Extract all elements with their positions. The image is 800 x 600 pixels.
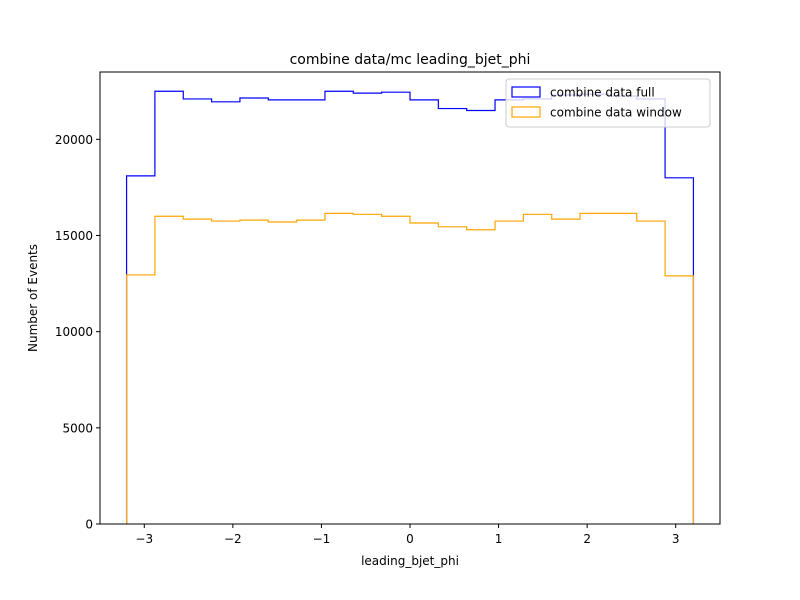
x-tick-label: 0 [406, 532, 414, 546]
x-tick-label: 1 [495, 532, 503, 546]
series-2-step-line [125, 212, 695, 524]
legend-swatch [511, 86, 541, 98]
y-tick-label: 20000 [55, 133, 93, 147]
y-axis-ticks: 0 5000 10000 15000 20000 [55, 133, 100, 532]
y-tick-label: 10000 [55, 325, 93, 339]
legend-swatch [511, 106, 541, 118]
legend-label: combine data window [550, 106, 682, 120]
legend-label: combine data full [550, 86, 655, 100]
y-tick-label: 5000 [62, 421, 93, 435]
legend: combine data full combine data window [505, 78, 711, 128]
x-tick-label: −3 [135, 532, 153, 546]
chart-title: combine data/mc leading_bjet_phi [290, 52, 531, 68]
x-tick-label: 2 [583, 532, 591, 546]
x-tick-label: 3 [672, 532, 680, 546]
legend-box [505, 78, 711, 128]
x-axis-ticks: −3 −2 −1 0 1 2 3 [135, 524, 680, 546]
x-axis-label: leading_bjet_phi [361, 554, 459, 568]
y-tick-label: 15000 [55, 229, 93, 243]
y-tick-label: 0 [85, 518, 93, 532]
y-axis-label: Number of Events [26, 244, 40, 352]
x-tick-label: −2 [224, 532, 242, 546]
x-tick-label: −1 [313, 532, 331, 546]
